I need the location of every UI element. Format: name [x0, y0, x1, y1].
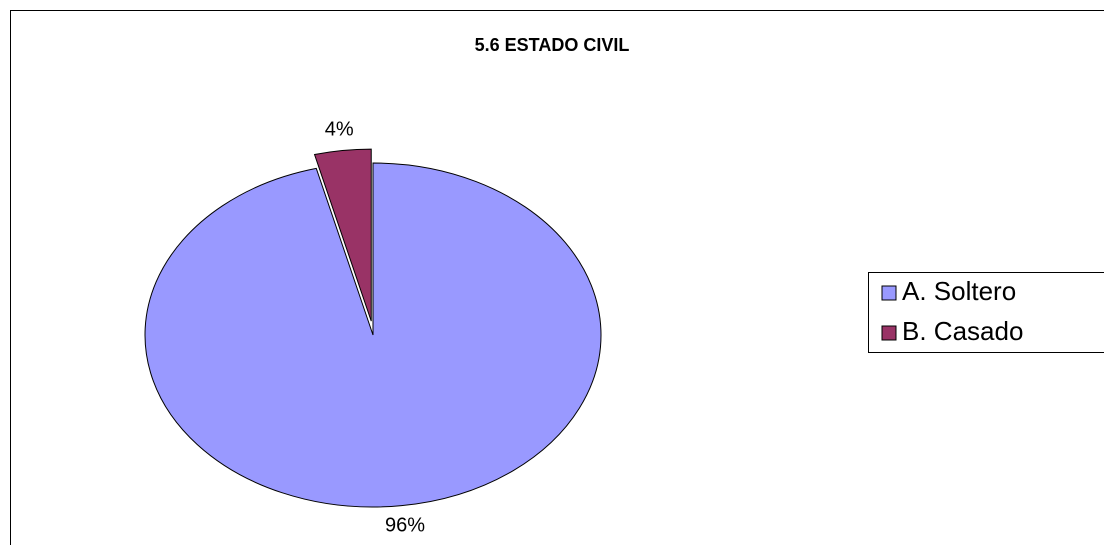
legend-label: B. Casado [902, 316, 1023, 346]
data-label: 4% [325, 118, 354, 140]
data-label: 96% [385, 514, 425, 536]
chart-title: 5.6 ESTADO CIVIL [475, 35, 630, 55]
pie-slice [144, 162, 602, 508]
legend-swatch [881, 285, 897, 301]
legend [868, 272, 1104, 353]
legend-swatch [881, 325, 897, 341]
pie-slice [313, 148, 372, 322]
legend-label: A. Soltero [902, 276, 1016, 306]
